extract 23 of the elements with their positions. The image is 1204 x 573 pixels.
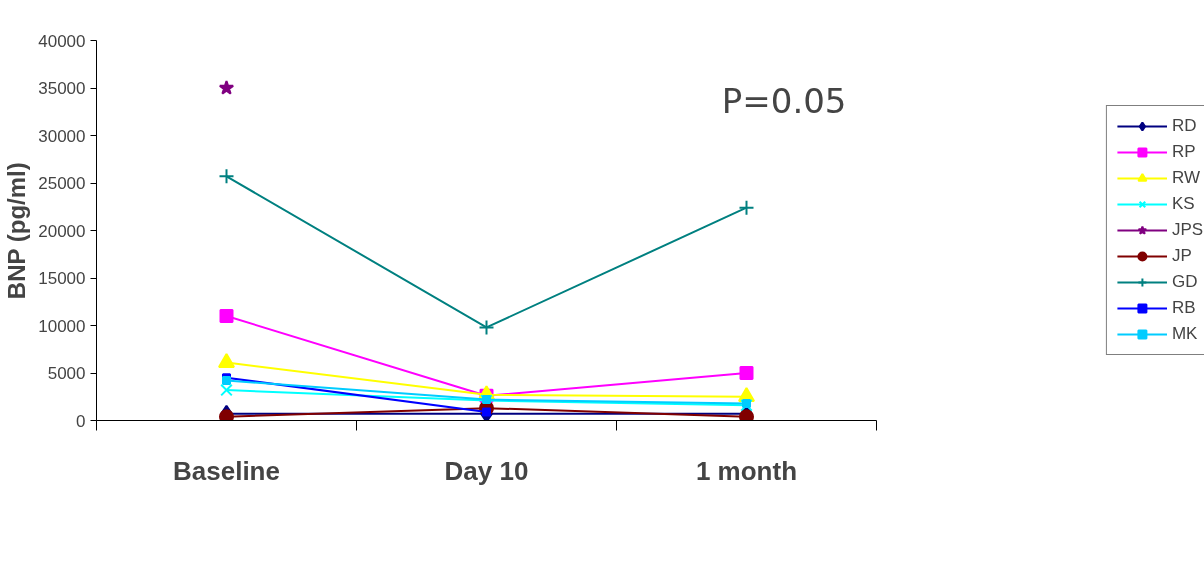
x-tick-label: Baseline [173, 455, 280, 486]
legend-label: JP [1171, 246, 1192, 266]
legend-label: GD [1171, 272, 1198, 292]
y-tick-label: 15000 [38, 269, 86, 288]
y-tick-label: 30000 [38, 126, 86, 146]
y-axis-title: BNP (pg/ml) [3, 162, 31, 300]
y-tick-label: 10000 [38, 316, 86, 336]
legend-label: RP [1171, 142, 1196, 162]
y-tick-label: 5000 [47, 364, 86, 383]
x-tick-label: 1 month [695, 455, 798, 486]
legend-label: MK [1171, 324, 1198, 344]
x-tick-label: Day 10 [444, 455, 529, 486]
legend-label: KS [1171, 194, 1195, 214]
legend-label: RB [1171, 298, 1196, 318]
y-tick-label: 25000 [38, 174, 86, 193]
legend-label: RD [1171, 116, 1197, 136]
y-tick-label: 0 [76, 411, 86, 431]
legend-label: RW [1171, 168, 1200, 188]
annotation: P=0.05 [721, 80, 847, 121]
y-tick-label: 35000 [38, 79, 86, 98]
legend-label: JPS [1171, 220, 1204, 240]
y-tick-label: 20000 [38, 221, 86, 241]
y-tick-label: 40000 [38, 31, 86, 51]
